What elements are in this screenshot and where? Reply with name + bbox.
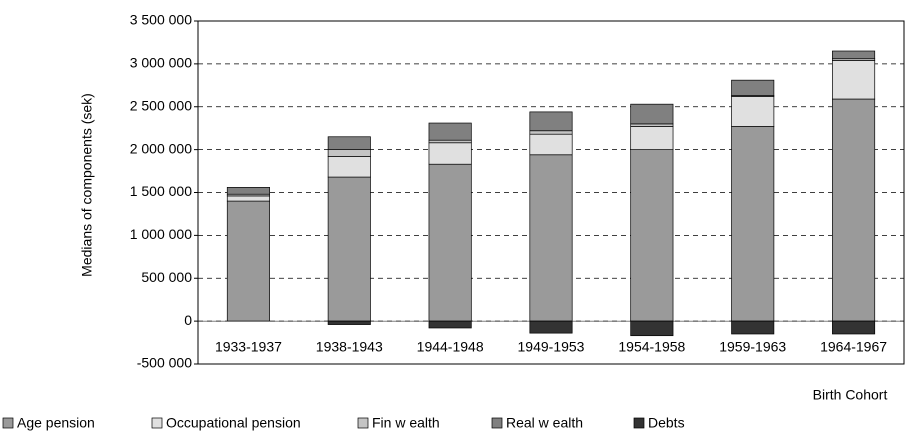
legend-label: Real w ealth (506, 415, 583, 431)
y-tick-label: 3 500 000 (130, 12, 192, 28)
y-tick-label: 1 500 000 (130, 183, 192, 199)
y-tick-label: 3 000 000 (130, 55, 192, 71)
bar-segment (731, 320, 775, 335)
bar-segment (529, 130, 573, 135)
bar-segment (832, 50, 876, 60)
bar-segment (630, 123, 674, 127)
x-tick-label: 1949-1953 (518, 339, 585, 355)
x-tick-label: 1938-1943 (316, 339, 383, 355)
bar-segment (529, 133, 573, 156)
bar-segment (327, 176, 371, 322)
bar-segment (226, 187, 270, 195)
bar-segment (226, 200, 270, 322)
bar-segment (428, 163, 472, 322)
bar-segment (630, 103, 674, 125)
legend-swatch (357, 417, 369, 429)
y-tick-label: 0 (184, 312, 192, 328)
bar-segment (327, 136, 371, 150)
plot-frame (197, 20, 905, 365)
bar-segment (731, 79, 775, 96)
y-tick-label: 2 000 000 (130, 140, 192, 156)
y-tick-label: 500 000 (141, 269, 192, 285)
x-tick-label: 1933-1937 (215, 339, 282, 355)
bar-segment (630, 320, 674, 337)
bar-segment (630, 126, 674, 150)
bar-segment (428, 122, 472, 141)
bar-segment (630, 149, 674, 322)
legend-swatch (2, 417, 14, 429)
bar-segment (731, 126, 775, 322)
x-tick-label: 1954-1958 (618, 339, 685, 355)
bar-segment (832, 98, 876, 322)
legend-label: Occupational pension (166, 415, 301, 431)
legend-label: Age pension (17, 415, 95, 431)
y-axis-label: Medians of components (sek) (79, 93, 95, 277)
y-tick-label: 2 500 000 (130, 97, 192, 113)
bar-segment (832, 60, 876, 100)
bar-segment (226, 195, 270, 202)
bar-segment (832, 320, 876, 335)
bar-segment (529, 320, 573, 334)
legend-swatch (491, 417, 503, 429)
x-axis-label: Birth Cohort (813, 387, 888, 403)
legend-swatch (151, 417, 163, 429)
legend-label: Fin w ealth (372, 415, 440, 431)
bar-segment (327, 149, 371, 157)
y-tick-label: 1 000 000 (130, 226, 192, 242)
bar-segment (428, 142, 472, 165)
legend-swatch (633, 417, 645, 429)
x-tick-label: 1959-1963 (719, 339, 786, 355)
bar-segment (731, 96, 775, 127)
bar-segment (428, 139, 472, 144)
x-tick-label: 1944-1948 (417, 339, 484, 355)
bar-segment (529, 111, 573, 132)
bar-segment (529, 154, 573, 322)
y-tick-label: -500 000 (137, 355, 192, 371)
legend-label: Debts (648, 415, 685, 431)
bar-segment (327, 156, 371, 178)
bar-segment (428, 320, 472, 329)
bar-segment (327, 320, 371, 325)
x-tick-label: 1964-1967 (820, 339, 887, 355)
